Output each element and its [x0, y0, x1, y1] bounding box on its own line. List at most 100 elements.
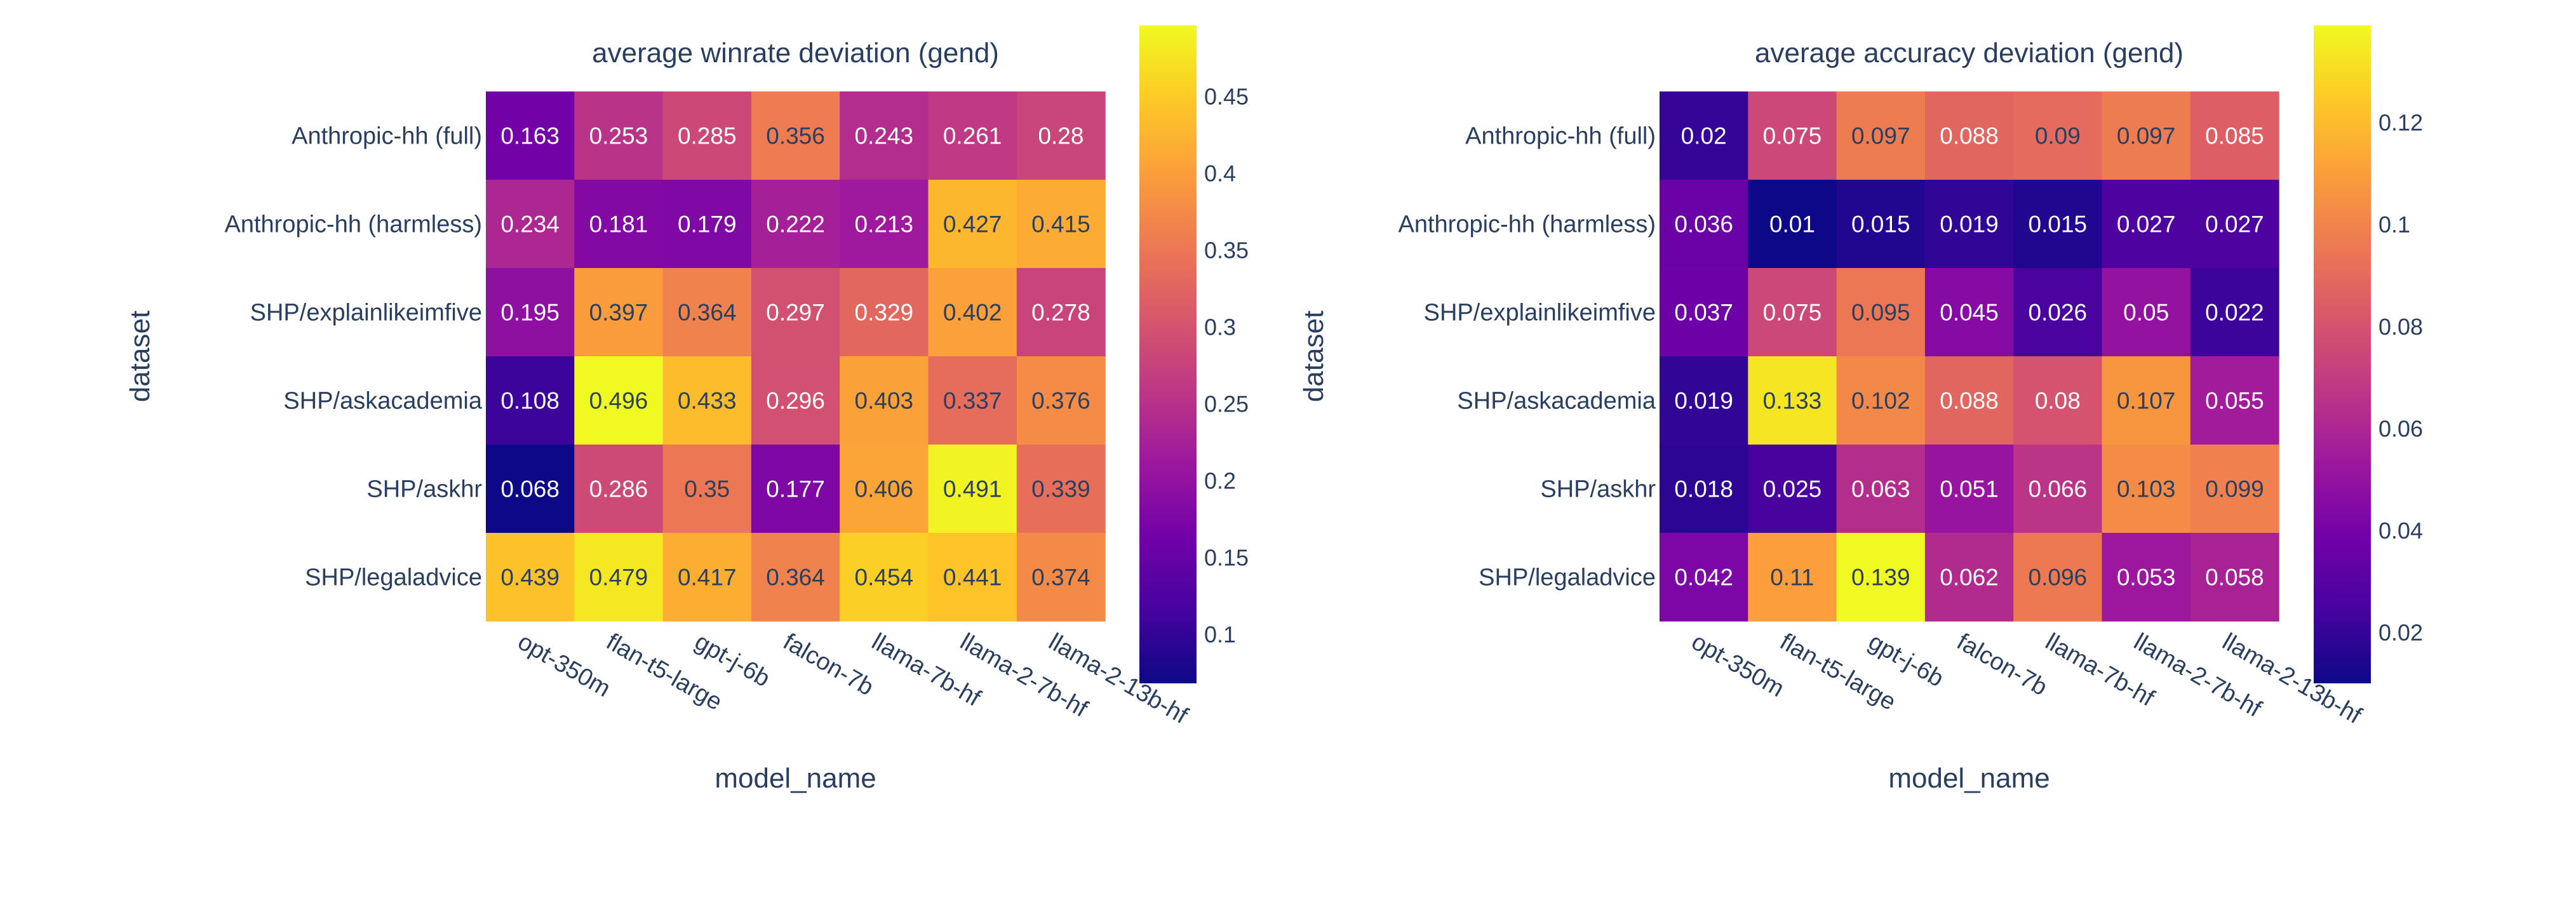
heatmap-cell: [1836, 268, 1926, 357]
heatmap-cell: [1748, 180, 1837, 269]
heatmap-cell: [662, 91, 752, 180]
y-tick-label: Anthropic-hh (harmless): [225, 211, 482, 238]
heatmap-cell: [840, 356, 929, 445]
heatmap-cell: [574, 356, 664, 445]
cell-value-label: 0.337: [943, 388, 1002, 414]
heatmap-cell: [2190, 445, 2279, 533]
cell-value-label: 0.019: [1940, 211, 1999, 238]
heatmap-cell: [928, 356, 1017, 445]
colorbar-tick-label: 0.08: [2378, 314, 2423, 340]
x-tick-label: opt-350m: [1687, 628, 1788, 702]
heatmap-cell: [662, 356, 752, 445]
heatmap-cell: [662, 268, 752, 357]
colorbar-tick-label: 0.4: [1204, 160, 1236, 186]
heatmap-cell: [751, 268, 840, 357]
heatmap-cell: [1924, 533, 2014, 622]
cell-value-label: 0.05: [2123, 300, 2169, 326]
heatmap-cell: [928, 445, 1017, 533]
heatmap-cell: [1748, 533, 1837, 622]
cell-value-label: 0.025: [1763, 476, 1822, 502]
cell-value-label: 0.479: [589, 565, 648, 591]
cell-value-label: 0.253: [589, 123, 648, 149]
cell-value-label: 0.075: [1763, 300, 1822, 326]
heatmap-cell: [574, 533, 664, 622]
heatmap-cell: [486, 533, 575, 622]
heatmap-cell: [574, 91, 664, 180]
heatmap-cell: [2190, 91, 2279, 180]
cell-value-label: 0.107: [2117, 388, 2176, 414]
colorbar-tick-label: 0.25: [1204, 391, 1249, 417]
heatmap-cell: [662, 533, 752, 622]
heatmap-cell: [2013, 356, 2103, 445]
cell-value-label: 0.35: [684, 476, 730, 502]
colorbar-tick-label: 0.2: [1204, 467, 1236, 493]
heatmap-cell: [1016, 180, 1106, 269]
heatmap-cell: [1016, 91, 1106, 180]
cell-value-label: 0.027: [2117, 211, 2176, 238]
cell-value-label: 0.02: [1681, 123, 1727, 149]
x-tick-label: falcon-7b: [1952, 628, 2051, 701]
heatmap-cell: [1924, 180, 2014, 269]
heatmap-cell: [1836, 445, 1926, 533]
heatmap-cell: [1016, 533, 1106, 622]
y-tick-label: Anthropic-hh (harmless): [1399, 211, 1656, 238]
heatmap-cell: [1924, 356, 2014, 445]
heatmap-cell: [2013, 533, 2103, 622]
cell-value-label: 0.045: [1940, 300, 1999, 326]
heatmap-cell: [2102, 533, 2191, 622]
heatmap-cell: [1748, 91, 1837, 180]
colorbar: [1139, 25, 1197, 683]
heatmap-cell: [1660, 533, 1748, 622]
heatmap-cell: [840, 533, 929, 622]
cell-value-label: 0.296: [766, 388, 825, 414]
heatmap-cell: [1660, 356, 1748, 445]
heatmap-cell: [928, 268, 1017, 357]
cell-value-label: 0.015: [2029, 211, 2088, 238]
heatmap-cell: [751, 180, 840, 269]
cell-value-label: 0.376: [1031, 388, 1090, 414]
cell-value-label: 0.095: [1851, 300, 1910, 326]
heatmap-cell: [662, 180, 752, 269]
heatmap-cell: [486, 91, 575, 180]
heatmap-cell: [840, 180, 929, 269]
cell-value-label: 0.09: [2035, 123, 2081, 149]
heatmap-cell: [1016, 356, 1106, 445]
heatmap-cell: [1836, 533, 1926, 622]
heatmap-cell: [1016, 268, 1106, 357]
cell-value-label: 0.019: [1674, 388, 1733, 414]
heatmap-accuracy-panel: average accuracy deviation (gend) 0.02 0.0…: [1298, 25, 2423, 794]
y-tick-label: SHP/explainlikeimfive: [1424, 300, 1656, 326]
cell-value-label: 0.108: [500, 388, 560, 414]
heatmap-cell: [662, 445, 752, 533]
y-axis-title: dataset: [124, 311, 156, 402]
colorbar-tick-label: 0.45: [1204, 83, 1249, 109]
cell-value-label: 0.163: [500, 123, 560, 149]
colorbar-tick-label: 0.35: [1204, 237, 1249, 263]
colorbar-tick-label: 0.15: [1204, 545, 1249, 571]
x-tick-label: falcon-7b: [779, 628, 878, 701]
cell-value-label: 0.285: [678, 123, 737, 149]
cell-value-label: 0.195: [500, 300, 560, 326]
cell-value-label: 0.096: [2029, 565, 2088, 591]
cell-value-label: 0.491: [943, 476, 1002, 502]
cell-value-label: 0.015: [1851, 211, 1910, 238]
heatmap-cell: [928, 180, 1017, 269]
heatmap-cell: [2190, 180, 2279, 269]
colorbar: [2314, 25, 2371, 683]
heatmap-cell: [2013, 445, 2103, 533]
cell-value-label: 0.027: [2205, 211, 2264, 238]
cell-value-label: 0.286: [589, 476, 648, 502]
y-tick-label: SHP/askacademia: [283, 388, 482, 415]
y-tick-label: SHP/legaladvice: [305, 565, 482, 591]
heatmap-cell: [840, 268, 929, 357]
cell-value-label: 0.496: [589, 388, 648, 414]
cell-value-label: 0.454: [855, 565, 914, 591]
cell-value-label: 0.28: [1038, 123, 1083, 149]
cell-value-label: 0.037: [1674, 300, 1733, 326]
cell-value-label: 0.243: [855, 123, 914, 149]
cell-value-label: 0.063: [1851, 476, 1910, 502]
x-axis-title: model_name: [1888, 763, 2049, 794]
cell-value-label: 0.139: [1851, 565, 1910, 591]
chart-title: average accuracy deviation (gend): [1755, 37, 2184, 69]
heatmap-cell: [840, 445, 929, 533]
